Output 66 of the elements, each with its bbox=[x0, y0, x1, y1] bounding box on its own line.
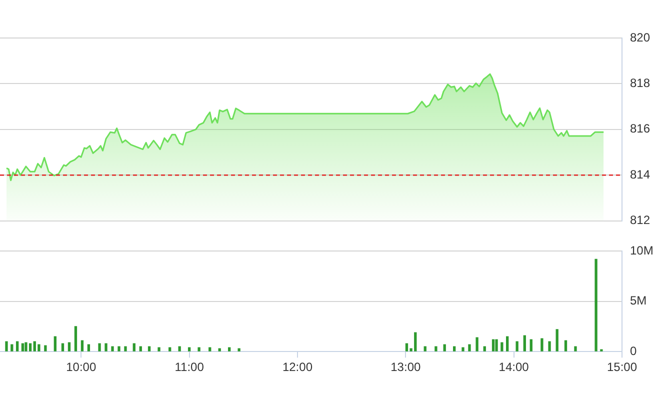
bar bbox=[178, 346, 181, 352]
bar bbox=[462, 347, 464, 352]
bar bbox=[132, 343, 136, 352]
bar bbox=[74, 326, 78, 352]
bar bbox=[104, 343, 108, 352]
bar bbox=[443, 344, 446, 352]
x-tick-label: 13:00 bbox=[390, 360, 421, 374]
bar bbox=[495, 339, 498, 352]
bar bbox=[139, 346, 142, 352]
bar bbox=[61, 343, 64, 352]
bar bbox=[424, 346, 426, 352]
x-tick-label: 11:00 bbox=[174, 360, 204, 374]
bar bbox=[188, 347, 191, 352]
bar bbox=[80, 340, 84, 352]
bar bbox=[468, 344, 471, 352]
bar bbox=[516, 341, 518, 352]
bar bbox=[98, 343, 101, 352]
bar bbox=[28, 343, 32, 352]
bar bbox=[118, 346, 120, 352]
y-tick-label: 5M bbox=[630, 294, 647, 308]
bar bbox=[54, 336, 56, 352]
bar bbox=[148, 346, 151, 352]
bar bbox=[198, 347, 200, 352]
bar bbox=[574, 346, 577, 352]
bar bbox=[21, 343, 24, 352]
bar bbox=[208, 347, 212, 352]
bar bbox=[492, 339, 495, 352]
bar bbox=[16, 341, 19, 352]
y-tick-label: 10M bbox=[630, 244, 654, 258]
bar bbox=[500, 342, 504, 352]
bar bbox=[111, 346, 114, 352]
bar bbox=[238, 348, 240, 352]
bar bbox=[434, 346, 438, 352]
bar bbox=[158, 347, 160, 352]
bar bbox=[44, 345, 47, 352]
bar bbox=[506, 336, 509, 352]
x-tick-label: 12:00 bbox=[282, 360, 313, 374]
y-tick-label: 814 bbox=[630, 167, 650, 182]
bar bbox=[564, 340, 568, 352]
bar bbox=[405, 343, 408, 352]
y-tick-label: 818 bbox=[630, 76, 650, 90]
y-tick-label: 816 bbox=[630, 122, 650, 136]
bar bbox=[10, 344, 14, 352]
bar bbox=[556, 329, 558, 352]
x-tick-label: 15:00 bbox=[606, 360, 638, 374]
bar bbox=[24, 342, 28, 352]
bar bbox=[168, 347, 172, 352]
bar bbox=[594, 258, 598, 352]
bar bbox=[124, 346, 127, 352]
x-tick-label: 10:00 bbox=[66, 360, 96, 374]
bar bbox=[548, 341, 551, 352]
bar bbox=[523, 335, 526, 352]
bar bbox=[68, 342, 71, 352]
bar bbox=[228, 347, 231, 352]
y-tick-label: 0 bbox=[630, 344, 637, 358]
bar bbox=[540, 338, 544, 352]
x-tick-label: 14:00 bbox=[498, 360, 530, 374]
bar bbox=[87, 344, 90, 352]
y-tick-label: 820 bbox=[630, 30, 650, 44]
bar bbox=[5, 341, 8, 352]
bar bbox=[483, 346, 486, 352]
bar bbox=[453, 346, 456, 352]
bar bbox=[38, 344, 40, 352]
y-tick-label: 812 bbox=[630, 213, 650, 228]
bar bbox=[476, 337, 478, 352]
bar bbox=[530, 339, 532, 352]
